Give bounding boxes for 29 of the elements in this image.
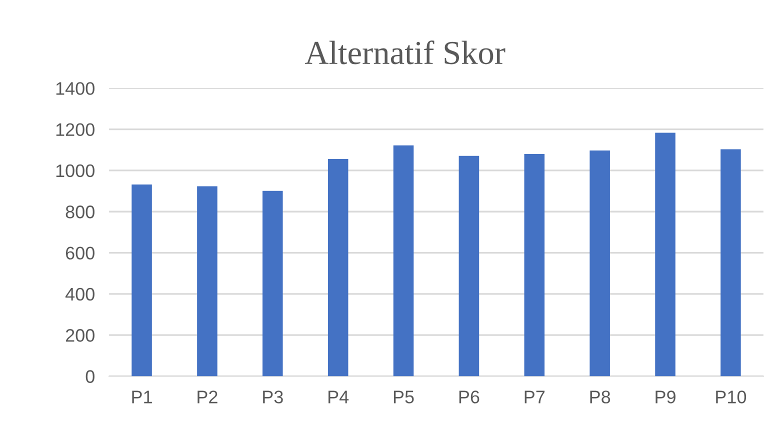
y-tick-label: 1200: [56, 123, 94, 136]
y-tick-label: 800: [66, 206, 94, 218]
bar: [590, 150, 610, 376]
bar: [328, 158, 348, 376]
x-tick-label: P3: [263, 390, 283, 404]
x-tick-label: P5: [394, 390, 414, 404]
y-tick-label: 1400: [56, 82, 94, 95]
y-tick-label: 1000: [56, 164, 94, 178]
bar: [720, 149, 741, 376]
y-tick-label: 200: [66, 329, 94, 342]
bar: [132, 184, 152, 376]
y-tick-label: 400: [65, 288, 94, 301]
x-tick-label: P6: [459, 390, 480, 404]
x-tick-label: P2: [198, 390, 218, 404]
x-tick-label: P4: [328, 390, 349, 404]
x-tick-label: P10: [716, 390, 746, 404]
bar: [197, 186, 218, 376]
bar: [262, 190, 283, 376]
bar: [655, 132, 676, 376]
x-tick-label: P9: [656, 390, 676, 404]
bar: [458, 156, 480, 376]
x-tick-label: P8: [590, 390, 610, 404]
y-tick-label: 600: [66, 246, 94, 260]
y-tick-label: 0: [86, 370, 94, 383]
chart-title: Alternatif Skor: [304, 40, 506, 64]
x-tick-label: P7: [524, 390, 545, 404]
bar: [393, 145, 414, 376]
x-tick-label: P1: [132, 390, 152, 404]
bar: [524, 154, 545, 376]
